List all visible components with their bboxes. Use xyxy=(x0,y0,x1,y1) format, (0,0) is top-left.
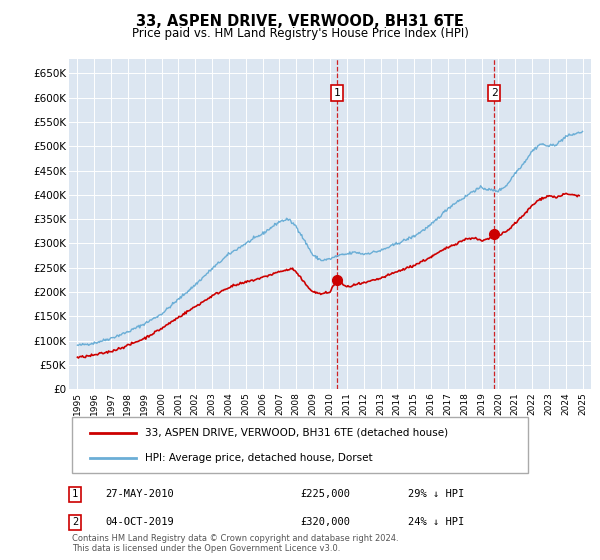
Text: 33, ASPEN DRIVE, VERWOOD, BH31 6TE: 33, ASPEN DRIVE, VERWOOD, BH31 6TE xyxy=(136,14,464,29)
FancyBboxPatch shape xyxy=(72,417,528,473)
Text: 2: 2 xyxy=(491,88,497,98)
Text: Contains HM Land Registry data © Crown copyright and database right 2024.
This d: Contains HM Land Registry data © Crown c… xyxy=(72,534,398,553)
Text: Price paid vs. HM Land Registry's House Price Index (HPI): Price paid vs. HM Land Registry's House … xyxy=(131,27,469,40)
Text: 33, ASPEN DRIVE, VERWOOD, BH31 6TE (detached house): 33, ASPEN DRIVE, VERWOOD, BH31 6TE (deta… xyxy=(145,428,448,438)
Text: £320,000: £320,000 xyxy=(300,517,350,528)
Text: £225,000: £225,000 xyxy=(300,489,350,500)
Text: HPI: Average price, detached house, Dorset: HPI: Average price, detached house, Dors… xyxy=(145,452,373,463)
Text: 29% ↓ HPI: 29% ↓ HPI xyxy=(408,489,464,500)
Text: 04-OCT-2019: 04-OCT-2019 xyxy=(105,517,174,528)
Text: 1: 1 xyxy=(72,489,78,500)
Text: 24% ↓ HPI: 24% ↓ HPI xyxy=(408,517,464,528)
Text: 27-MAY-2010: 27-MAY-2010 xyxy=(105,489,174,500)
Text: 1: 1 xyxy=(334,88,340,98)
Text: 2: 2 xyxy=(72,517,78,528)
